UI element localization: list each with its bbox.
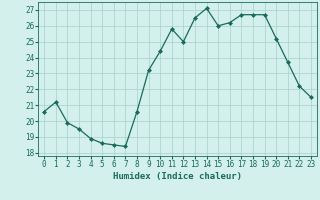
X-axis label: Humidex (Indice chaleur): Humidex (Indice chaleur) (113, 172, 242, 181)
